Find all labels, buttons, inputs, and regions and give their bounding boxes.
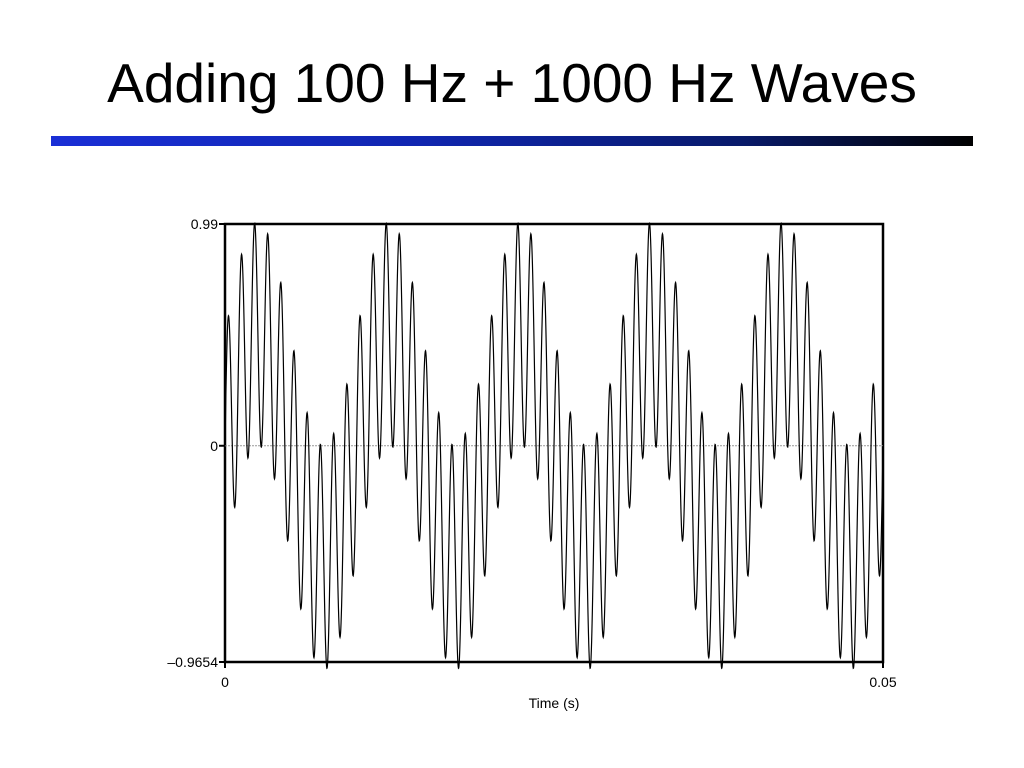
slide-title: Adding 100 Hz + 1000 Hz Waves [107, 52, 917, 114]
waveform-series-0 [224, 222, 884, 670]
x-tick-label-1: 0.05 [869, 674, 896, 690]
y-tick-label-2: –0.9654 [167, 654, 218, 670]
title-rule [51, 136, 973, 146]
x-axis-label: Time (s) [529, 695, 580, 711]
y-tick-label-0: 0.99 [191, 216, 218, 232]
x-tick-label-0: 0 [221, 674, 229, 690]
y-tick-label-1: 0 [210, 438, 218, 454]
